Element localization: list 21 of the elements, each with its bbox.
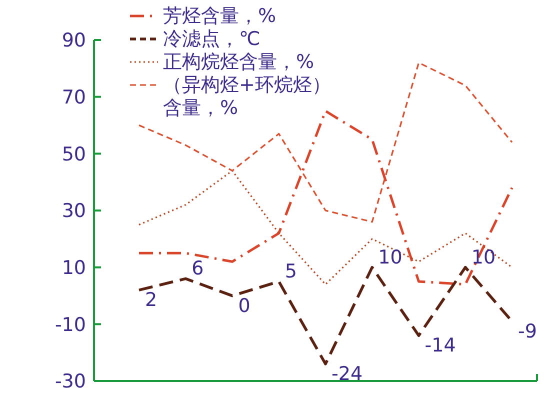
legend-label: 冷滤点，℃	[163, 28, 260, 50]
data-label: 10	[378, 246, 402, 268]
y-tick-label: 70	[62, 86, 86, 108]
line-series	[138, 170, 513, 286]
y-tick-label: -30	[54, 370, 86, 393]
data-label: -9	[518, 320, 537, 342]
legend-label: 芳烃含量，%	[163, 5, 276, 27]
legend-label: （异构烃+环烷烃）含量，%	[163, 74, 331, 119]
data-label: 6	[192, 258, 204, 280]
y-tick-label: 90	[62, 30, 86, 52]
data-label: -24	[332, 362, 363, 385]
y-tick-label: -10	[54, 314, 86, 336]
y-tick-label: 50	[62, 143, 86, 166]
data-label: 5	[284, 260, 297, 283]
data-label: 10	[471, 246, 496, 268]
data-label: 0	[238, 294, 250, 317]
y-tick-label: 30	[62, 200, 86, 222]
legend-label: 正构烷烃含量，%	[163, 51, 314, 73]
data-label: -14	[424, 334, 456, 357]
data-label: 2	[145, 289, 158, 312]
y-tick-label: 10	[62, 256, 86, 279]
